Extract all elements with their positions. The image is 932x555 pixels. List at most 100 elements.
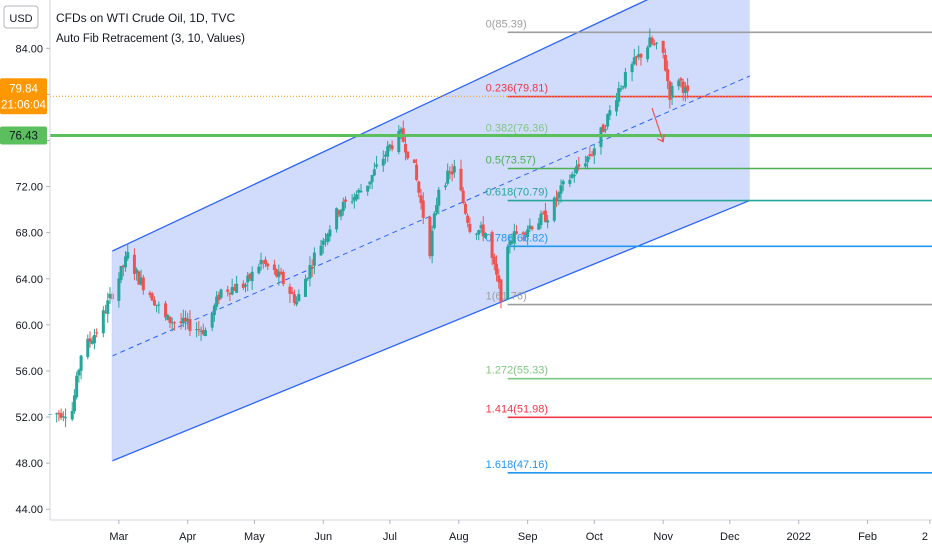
candle-body: [59, 413, 63, 418]
candle-body: [475, 233, 479, 235]
candle-body: [481, 224, 485, 237]
candle-body: [552, 197, 556, 221]
currency-badge[interactable]: [3, 5, 39, 29]
x-tick-label: May: [244, 531, 265, 543]
candle-body: [490, 232, 494, 258]
channel-lower-line[interactable]: [111, 199, 751, 462]
candle-body: [515, 231, 519, 234]
candle-body: [357, 189, 361, 193]
candle-body: [632, 57, 636, 65]
candle-body: [279, 271, 283, 275]
candle-body: [57, 412, 61, 415]
candle-body: [670, 85, 674, 98]
x-tick-label: Feb: [858, 531, 877, 543]
y-tick-label: 44.00: [15, 504, 43, 516]
candle-body: [655, 42, 659, 44]
candle-body: [141, 277, 145, 291]
candle-body: [492, 256, 496, 265]
candle-body: [204, 330, 208, 337]
candle-body: [590, 155, 594, 157]
candle-body: [337, 210, 341, 215]
candle-body: [290, 292, 294, 294]
candle-body: [603, 129, 607, 131]
channel-upper-line[interactable]: [111, 0, 750, 252]
fib-level-label: 0(85.39): [486, 18, 527, 30]
candle-body: [310, 267, 314, 269]
candle-body: [608, 110, 612, 116]
candle-body: [148, 292, 152, 296]
x-tick-label: Nov: [653, 531, 673, 543]
candle-body: [528, 225, 532, 230]
candle-body: [499, 279, 503, 303]
candle-body: [679, 78, 683, 81]
candle-body: [201, 329, 205, 335]
candle-body: [108, 293, 112, 299]
fib-level-label: 1.414(51.98): [486, 403, 548, 415]
candle-body: [121, 265, 125, 268]
channel-mid-line: [112, 75, 751, 357]
fib-level-label: 1(61.76): [486, 291, 527, 303]
candle-body: [132, 254, 136, 274]
candle-body: [510, 240, 514, 244]
y-tick-label: 48.00: [15, 458, 43, 470]
candle-body: [543, 210, 547, 222]
candle-body: [210, 313, 214, 328]
candle-body: [292, 294, 296, 303]
candle-body: [244, 284, 248, 287]
candle-body: [359, 191, 363, 193]
candle-body: [541, 212, 545, 214]
x-tick-label: Dec: [720, 531, 740, 543]
candle-body: [406, 151, 410, 159]
arrow-head: [656, 134, 665, 143]
candle-body: [355, 194, 359, 200]
candle-body: [170, 322, 174, 324]
indicator-label[interactable]: Auto Fib Retracement (3, 10, Values): [56, 33, 245, 45]
candle-body: [526, 229, 530, 237]
candle-body: [164, 303, 168, 318]
arrow-annotation[interactable]: [651, 108, 665, 143]
candle-body: [217, 294, 221, 301]
last-price-value: 79.84: [9, 83, 38, 95]
fib-level-label: 0.236(79.81): [486, 83, 548, 95]
candle-body: [506, 246, 510, 300]
candle-body: [303, 278, 307, 297]
candle-body: [568, 179, 572, 184]
level-price-value: 76.43: [9, 131, 38, 143]
candle-body: [570, 174, 574, 178]
candle-body: [497, 275, 501, 283]
candle-body: [72, 395, 76, 412]
candle-body: [403, 143, 407, 153]
x-axis[interactable]: Mar Apr May Jun Jul Aug Sep Oct Nov Dec 2022 Feb 2: [109, 520, 931, 543]
candle-body: [461, 190, 465, 203]
candle-body: [443, 185, 447, 188]
candle-body: [288, 286, 292, 294]
x-tick-label: Oct: [586, 531, 603, 543]
candle-body: [166, 314, 170, 320]
candle-body: [241, 283, 245, 288]
candle-body: [104, 311, 108, 313]
candle-body: [106, 300, 110, 314]
candle-body: [468, 223, 472, 232]
candle-body: [266, 263, 270, 267]
candle-body: [637, 54, 641, 57]
candle-body: [95, 332, 99, 334]
candle-body: [101, 310, 105, 334]
candle-body: [537, 223, 541, 230]
x-tick-label: 2022: [786, 531, 810, 543]
candle-body: [92, 335, 96, 344]
candle-body: [599, 127, 603, 148]
candle-body: [295, 301, 299, 305]
x-tick-label: Mar: [109, 531, 128, 543]
candle-body: [199, 330, 203, 332]
candle-body: [419, 195, 423, 204]
candle-body: [666, 69, 670, 82]
candle-body: [155, 304, 159, 306]
candle-body: [383, 154, 387, 157]
candle-body: [259, 259, 263, 265]
y-tick-label: 64.00: [15, 274, 43, 286]
arrow-shaft: [651, 108, 664, 142]
candle-body: [77, 369, 81, 376]
candle-body: [572, 174, 576, 177]
